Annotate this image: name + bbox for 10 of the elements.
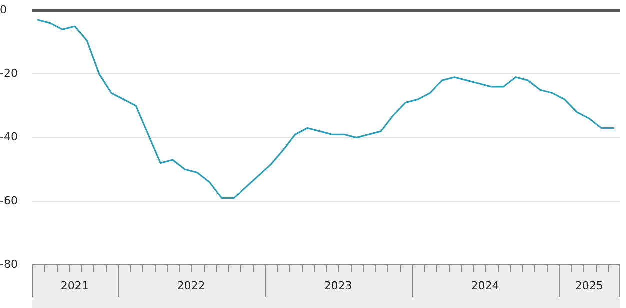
x-tick-label: 2024 (471, 279, 500, 292)
x-tick-label: 2023 (324, 279, 352, 292)
y-tick-label: -40 (0, 130, 18, 144)
x-tick-label: 2021 (60, 279, 89, 292)
y-tick-label: -80 (0, 258, 18, 271)
y-tick-label: 0 (0, 3, 7, 16)
y-tick-label: -60 (0, 194, 18, 208)
y-tick-label: -20 (0, 67, 18, 80)
x-tick-label: 2025 (575, 279, 604, 292)
x-tick-label: 2022 (177, 279, 206, 292)
